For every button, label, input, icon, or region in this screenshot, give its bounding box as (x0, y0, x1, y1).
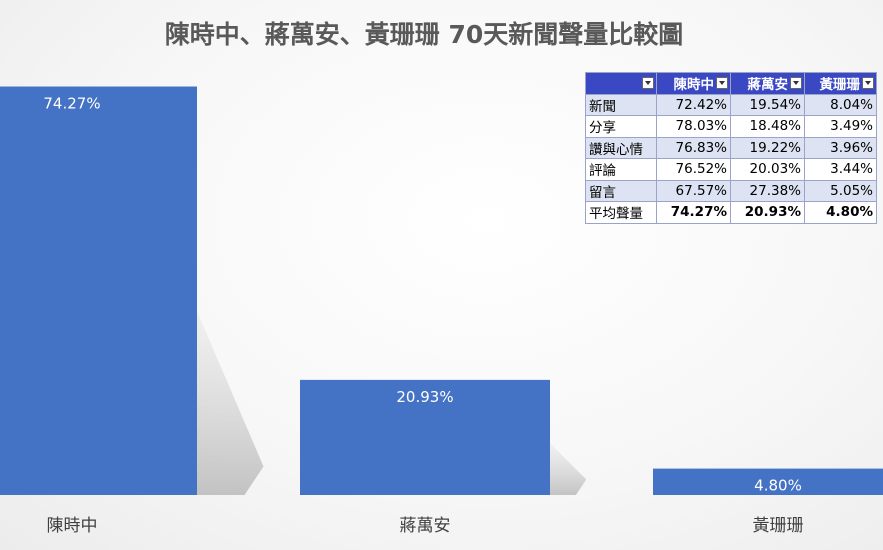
x-tick-label: 黃珊珊 (753, 516, 804, 536)
table-cell: 20.03% (730, 158, 805, 181)
bar (300, 379, 550, 495)
row-label: 留言 (585, 179, 657, 202)
table-cell: 8.04% (804, 93, 877, 116)
table-cell: 20.93% (730, 201, 805, 224)
table-row: 讚與心情 76.83% 19.22% 3.96% (585, 136, 877, 159)
data-label: 4.80% (754, 477, 802, 495)
table-col-header: 黃珊珊 (804, 72, 877, 95)
table-cell: 74.27% (656, 201, 731, 224)
x-tick-label: 陳時中 (47, 516, 98, 536)
data-label: 74.27% (43, 95, 100, 113)
row-label: 平均聲量 (585, 201, 657, 224)
table-cell: 76.52% (656, 158, 731, 181)
x-tick-label: 蔣萬安 (400, 516, 451, 536)
row-label: 分享 (585, 115, 657, 138)
table-cell: 72.42% (656, 93, 731, 116)
row-label: 新聞 (585, 93, 657, 116)
table-cell: 3.49% (804, 115, 877, 138)
table-cell: 27.38% (730, 179, 805, 202)
table-cell: 76.83% (656, 136, 731, 159)
chart-title: 陳時中、蔣萬安、黃珊珊 70天新聞聲量比較圖 (165, 20, 684, 49)
table-col-header: 蔣萬安 (730, 72, 805, 95)
table-cell: 5.05% (804, 179, 877, 202)
table-cell: 67.57% (656, 179, 731, 202)
bar-shadow (197, 311, 264, 495)
table-cell: 3.96% (804, 136, 877, 159)
table-row: 評論 76.52% 20.03% 3.44% (585, 158, 877, 181)
table-cell: 19.54% (730, 93, 805, 116)
table-row: 留言 67.57% 27.38% 5.05% (585, 179, 877, 202)
table-total-row: 平均聲量 74.27% 20.93% 4.80% (585, 201, 877, 224)
table-row: 新聞 72.42% 19.54% 8.04% (585, 93, 877, 116)
table-cell: 78.03% (656, 115, 731, 138)
table-corner-cell (585, 72, 657, 95)
row-label: 讚與心情 (585, 136, 657, 159)
row-label: 評論 (585, 158, 657, 181)
table-row: 分享 78.03% 18.48% 3.49% (585, 115, 877, 138)
table-col-header: 陳時中 (656, 72, 731, 95)
filter-dropdown-icon[interactable] (642, 77, 654, 90)
data-label: 20.93% (396, 388, 453, 406)
table-cell: 3.44% (804, 158, 877, 181)
table-cell: 19.22% (730, 136, 805, 159)
filter-dropdown-icon[interactable] (716, 77, 728, 90)
bar-shadow (550, 443, 587, 495)
filter-dropdown-icon[interactable] (862, 77, 874, 90)
filter-dropdown-icon[interactable] (790, 77, 802, 90)
table-cell: 18.48% (730, 115, 805, 138)
data-table: 陳時中 蔣萬安 黃珊珊 新聞 72.42% 19.54% 8.04% 分享 78… (585, 72, 877, 224)
bar (653, 468, 883, 495)
bar (0, 86, 197, 495)
table-cell: 4.80% (804, 201, 877, 224)
table-header-row: 陳時中 蔣萬安 黃珊珊 (585, 72, 877, 95)
